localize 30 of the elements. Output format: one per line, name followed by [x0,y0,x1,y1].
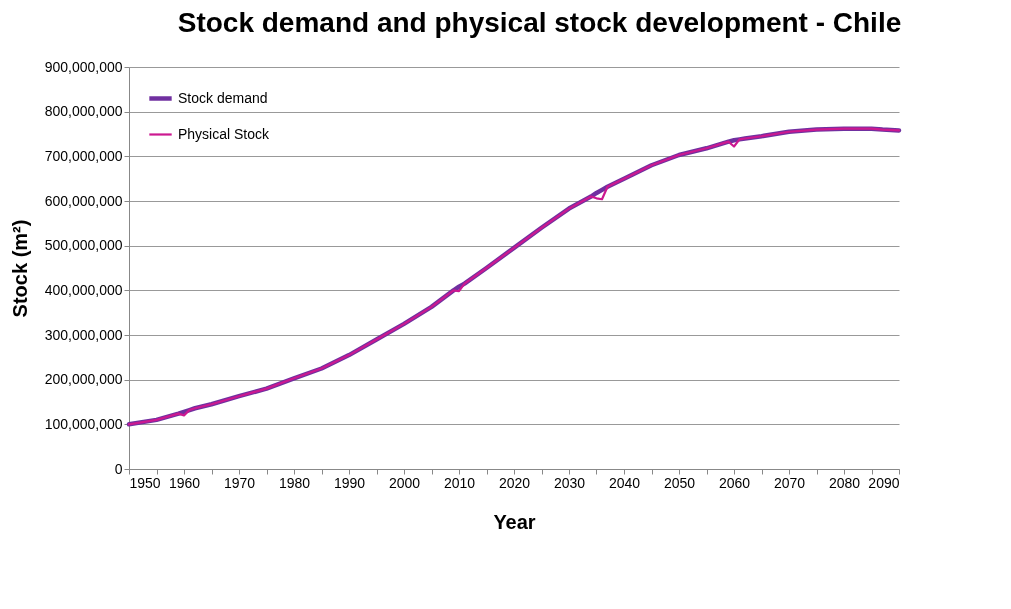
y-tick-label: 500,000,000 [44,237,123,254]
x-tick-label: 2030 [553,474,586,491]
x-tick-label: 2090 [868,474,900,491]
x-tick-label: 2060 [718,474,751,491]
y-tick-label: 600,000,000 [44,192,123,209]
y-tick-label: 900,000,000 [44,58,123,75]
y-axis-title: Stock (m²) [8,219,31,318]
x-tick-label: 2070 [773,474,806,491]
x-tick-label: 1990 [333,474,366,491]
y-tick-label: 400,000,000 [44,281,123,298]
x-tick-label: 2050 [663,474,696,491]
y-tick-label: 0 [114,460,123,477]
legend-label: Physical Stock [178,125,271,142]
chart-title: Stock demand and physical stock development - Chile [177,7,902,38]
y-tick-label: 800,000,000 [44,103,123,120]
y-tick-label: 200,000,000 [44,371,123,388]
x-tick-label: 2020 [498,474,531,491]
x-tick-label: 2010 [443,474,476,491]
y-tick-label: 100,000,000 [44,415,123,432]
x-tick-label: 1950 [129,474,161,491]
x-tick-label: 2040 [608,474,641,491]
x-tick-label: 2080 [828,474,861,491]
x-tick-label: 1970 [223,474,256,491]
x-tick-label: 1980 [278,474,311,491]
y-tick-label: 300,000,000 [44,326,123,343]
y-tick-label: 700,000,000 [44,147,123,164]
x-tick-label: 1960 [168,474,201,491]
x-tick-label: 2000 [388,474,421,491]
legend-label: Stock demand [178,89,268,106]
x-axis-title: Year [493,510,536,533]
